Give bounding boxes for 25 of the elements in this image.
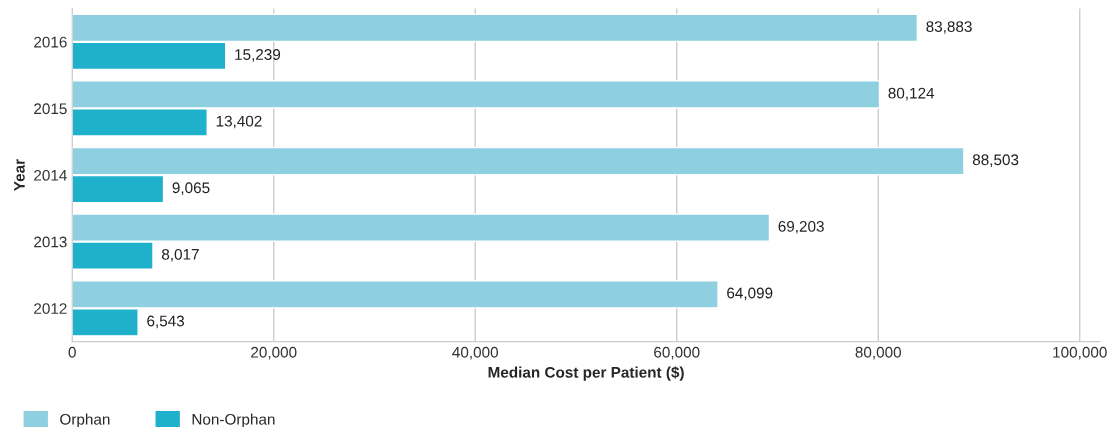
data-label: 9,065	[172, 182, 210, 195]
legend-label: Non-Orphan	[192, 413, 275, 427]
data-label: 83,883	[926, 21, 972, 34]
y-tick-label: 2014	[34, 169, 67, 181]
data-label: 6,543	[147, 315, 185, 329]
data-label: 88,503	[972, 154, 1019, 167]
x-tick-label: 60,000	[654, 346, 700, 360]
legend-label: Orphan	[60, 413, 110, 427]
y-tick-label: 2013	[34, 236, 67, 248]
x-tick-label: 80,000	[855, 346, 901, 360]
x-tick-label: 20,000	[251, 346, 297, 360]
data-label: 8,017	[161, 248, 199, 262]
data-label: 15,239	[235, 49, 281, 62]
y-tick-label: 2012	[34, 303, 67, 314]
x-tick-label: 100,000	[1053, 346, 1107, 360]
x-tick-label: 40,000	[452, 346, 498, 360]
y-tick-label: 2015	[34, 103, 67, 115]
y-tick-label: 2016	[34, 36, 67, 48]
data-label: 13,402	[216, 115, 262, 129]
data-label: 80,124	[888, 87, 935, 101]
data-label: 69,203	[778, 220, 824, 234]
x-tick-label: 0	[68, 346, 76, 358]
data-label: 64,099	[727, 287, 773, 301]
y-axis-title: Year	[14, 159, 25, 191]
x-axis-title: Median Cost per Patient ($)	[488, 366, 684, 381]
